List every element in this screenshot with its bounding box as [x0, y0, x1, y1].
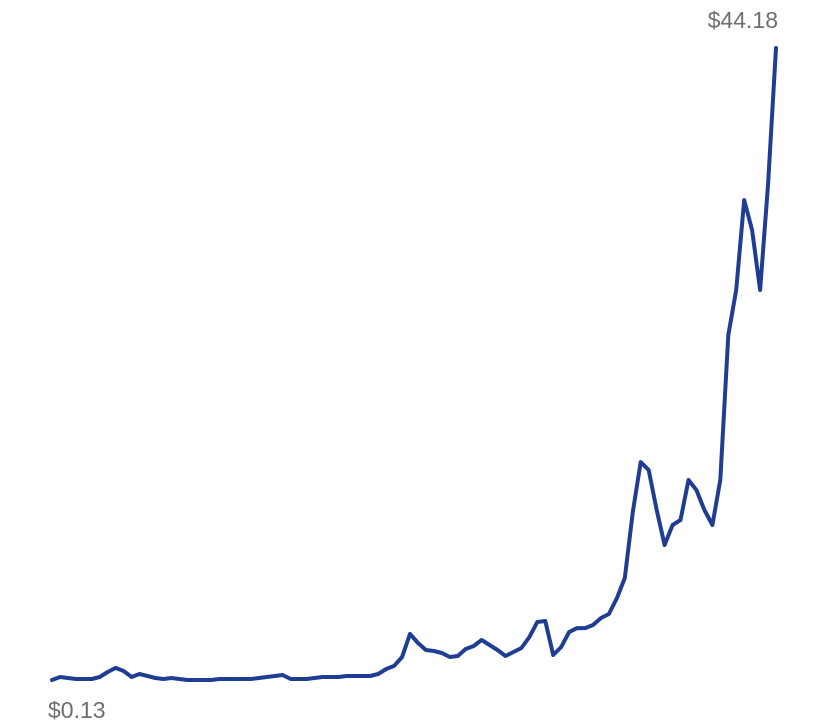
price-line: [50, 46, 778, 682]
value-label: $0.13: [48, 697, 106, 723]
value-label: $44.18: [708, 7, 778, 33]
